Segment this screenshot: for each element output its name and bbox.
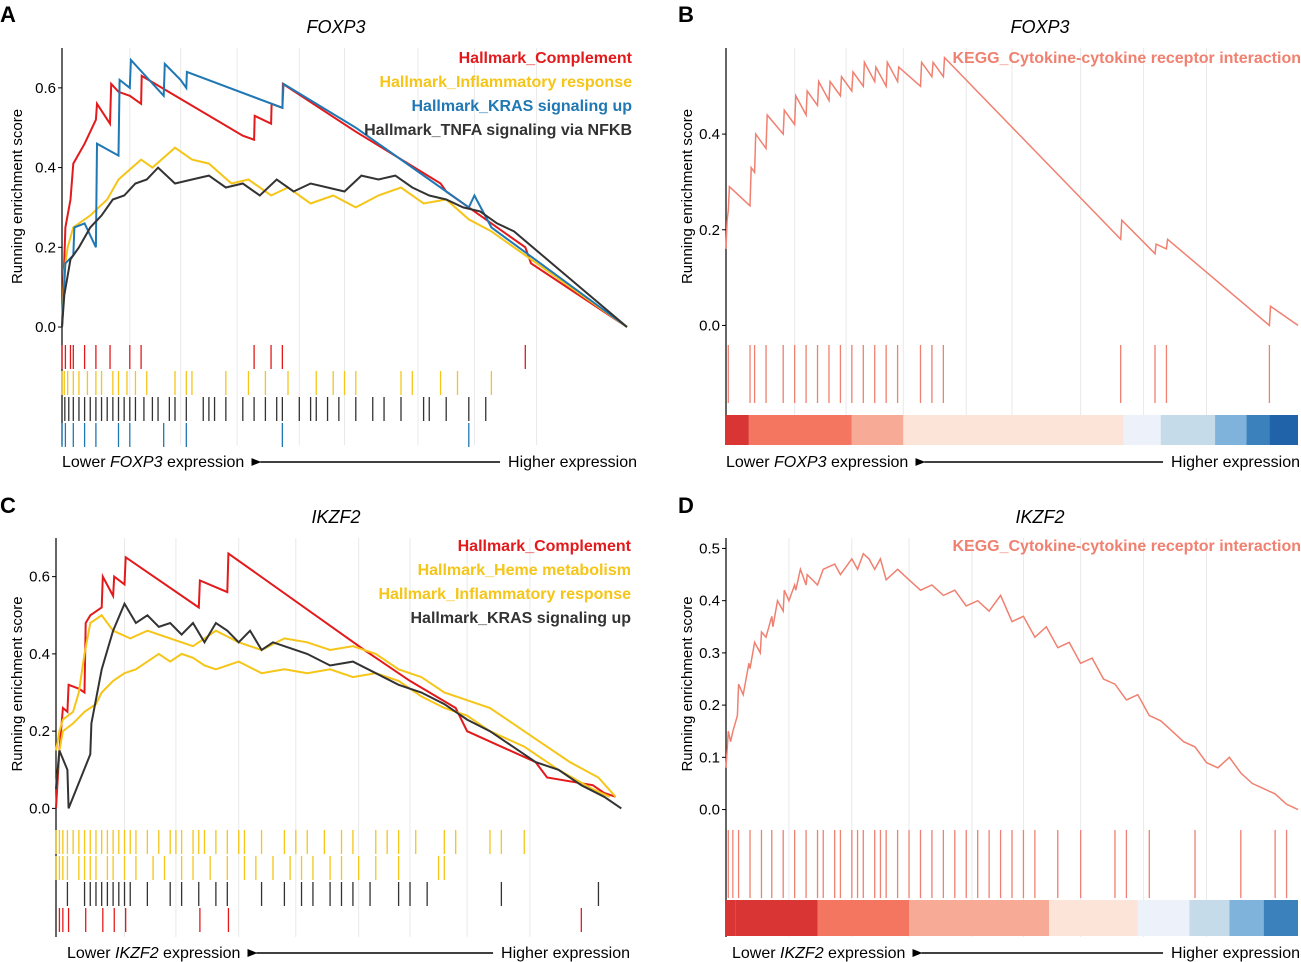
heatmap-segment (851, 415, 904, 445)
heatmap-segment (903, 415, 1124, 445)
y-tick-label: 0.4 (29, 646, 50, 663)
x-label-higher: Higher expression (508, 454, 637, 471)
y-tick-label: 0.6 (29, 569, 50, 586)
heatmap-segment (735, 900, 818, 936)
panel-title: IKZF2 (1015, 507, 1064, 527)
x-axis-label: Lower FOXP3 expression Higher expression (62, 454, 637, 471)
y-tick-label: 0.2 (35, 239, 56, 256)
heatmap-segment (1246, 415, 1270, 445)
y-tick-label: 0.4 (35, 160, 56, 177)
y-tick-label: 0.0 (35, 319, 56, 336)
legend-entry: Hallmark_KRAS signaling up (412, 98, 633, 115)
panel-a: A FOXP3 0.0 0.2 0.4 0.6 Running enrichment sco… (0, 2, 637, 471)
y-tick-label: 0.5 (699, 540, 720, 557)
x-label-higher: Higher expression (1171, 454, 1300, 471)
y-tick-label: 0.0 (29, 800, 50, 817)
panel-letter: A (0, 2, 16, 27)
y-tick-label: 0.3 (699, 645, 720, 662)
y-tick-label: 0.2 (699, 222, 720, 239)
heatmap-segment (1123, 415, 1161, 445)
legend-entry: Hallmark_TNFA signaling via NFKB (364, 122, 632, 139)
y-axis-label: Running enrichment score (9, 596, 26, 771)
panel-letter: D (678, 493, 694, 518)
heatmap-segment (726, 900, 736, 936)
heatmap-segment (1189, 900, 1230, 936)
series-line-hallmark-heme-metabolism (55, 613, 617, 798)
x-label-higher: Higher expression (1171, 945, 1300, 962)
panel-title: FOXP3 (1010, 17, 1069, 37)
heatmap-segment (1263, 900, 1298, 936)
y-tick-label: 0.2 (29, 723, 50, 740)
series-line-hallmark-tnfa-signaling-via-nfkb (61, 166, 628, 328)
y-axis-label: Running enrichment score (9, 109, 26, 284)
y-tick-label: 0.4 (699, 126, 720, 143)
legend-entry: Hallmark_Inflammatory response (378, 586, 631, 603)
y-tick-label: 0.4 (699, 593, 720, 610)
y-tick-label: 0.0 (699, 802, 720, 819)
series-line-hallmark-inflammatory-response (55, 652, 611, 798)
series-line-hallmark-kras-signaling-up (61, 57, 628, 328)
heatmap-segment (1049, 900, 1138, 936)
heatmap-segment (1137, 900, 1190, 936)
panel-title: FOXP3 (306, 17, 365, 37)
y-axis-label: Running enrichment score (679, 109, 696, 284)
x-label-lower: Lower FOXP3 expression (62, 454, 244, 471)
y-tick-label: 0.6 (35, 80, 56, 97)
x-label-lower: Lower FOXP3 expression (726, 454, 908, 471)
series-line-hallmark-inflammatory-response (61, 146, 628, 328)
legend-entry: Hallmark_Complement (458, 538, 632, 555)
panel-letter: B (678, 2, 694, 27)
series-line-hallmark-kras-signaling-up (55, 601, 622, 810)
series-line-hallmark-complement (55, 551, 616, 809)
x-axis-label: Lower IKZF2 expression Higher expression (67, 945, 630, 962)
x-label-higher: Higher expression (501, 945, 630, 962)
legend-entry: Hallmark_Complement (459, 50, 633, 67)
series-line-hallmark-complement (61, 74, 628, 328)
x-axis-label: Lower FOXP3 expression Higher expression (726, 454, 1300, 471)
legend-entry: KEGG_Cytokine-cytokine receptor interact… (952, 50, 1301, 67)
legend-entry: Hallmark_KRAS signaling up (411, 610, 632, 627)
series-line-kegg-cytokine-cytokine-receptor-interaction (725, 552, 1299, 811)
y-tick-label: 0.1 (699, 749, 720, 766)
y-tick-label: 0.2 (699, 697, 720, 714)
panel-letter: C (0, 493, 16, 518)
heatmap-segment (726, 415, 749, 445)
heatmap-segment (1229, 900, 1264, 936)
panel-d: D IKZF2 0.0 0.1 0.2 0.3 0.4 0.5 Running enrichme… (678, 493, 1301, 962)
series-line-kegg-cytokine-cytokine-receptor-interaction (725, 55, 1299, 327)
x-label-lower: Lower IKZF2 expression (67, 945, 240, 962)
panel-title: IKZF2 (311, 507, 360, 527)
x-axis-label: Lower IKZF2 expression Higher expression (732, 945, 1300, 962)
heatmap-segment (1269, 415, 1298, 445)
heatmap-segment (1160, 415, 1216, 445)
y-axis-label: Running enrichment score (679, 596, 696, 771)
legend-entry: Hallmark_Heme metabolism (418, 562, 631, 579)
y-tick-label: 0.0 (699, 317, 720, 334)
heatmap-segment (1215, 415, 1247, 445)
legend-entry: KEGG_Cytokine-cytokine receptor interact… (952, 538, 1301, 555)
heatmap-segment (748, 415, 852, 445)
heatmap-segment (817, 900, 910, 936)
heatmap-segment (909, 900, 1050, 936)
legend-entry: Hallmark_Inflammatory response (379, 74, 632, 91)
x-label-lower: Lower IKZF2 expression (732, 945, 905, 962)
